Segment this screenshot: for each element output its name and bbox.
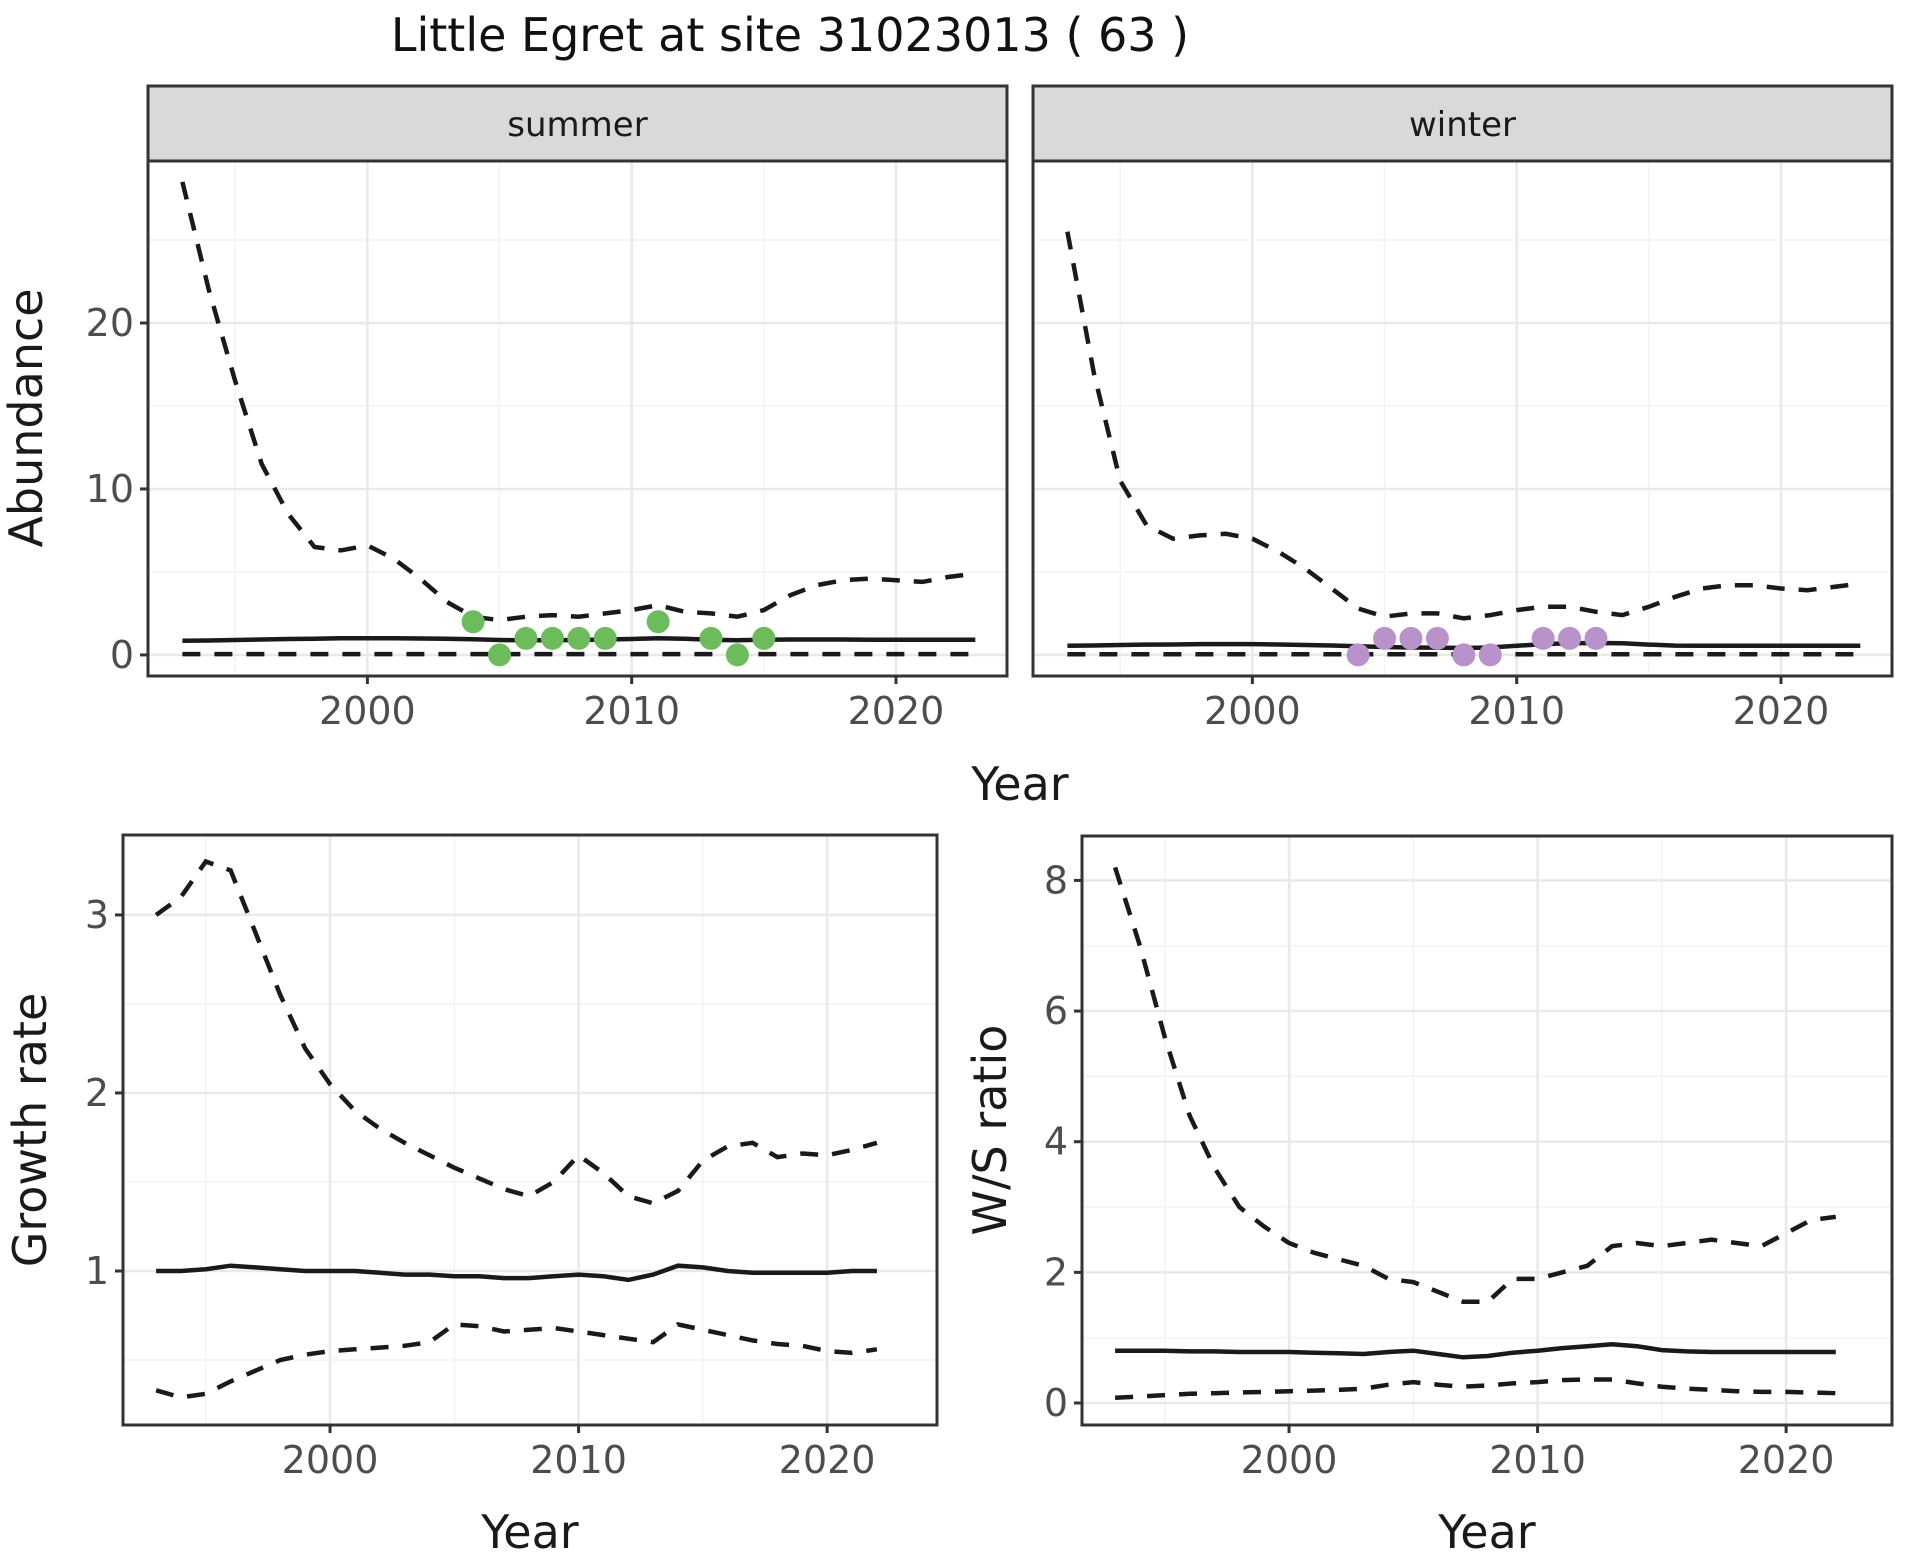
facet-strip-label: summer bbox=[507, 105, 647, 145]
panel-w-s-ratio: 2000 2010 2020 0 2 4 6 8 bbox=[1044, 834, 1894, 1482]
figure-title: Little Egret at site 31023013 ( 63 ) bbox=[390, 8, 1190, 62]
series-upper-ci bbox=[1112, 866, 1837, 1304]
data-point bbox=[1452, 643, 1476, 667]
y-tick-label: 1 bbox=[85, 1249, 109, 1293]
series-lower-ci bbox=[1114, 1377, 1836, 1401]
y-axis-title: W/S ratio bbox=[963, 1025, 1017, 1236]
x-axis-title: Year bbox=[1437, 1505, 1535, 1559]
data-point bbox=[488, 643, 512, 667]
panel-border bbox=[1031, 159, 1894, 678]
panel-summer: 2000 2010 2020 0 10 20 summer bbox=[86, 84, 1009, 733]
series-fitted bbox=[1115, 1341, 1836, 1360]
y-tick-label: 2 bbox=[1044, 1250, 1068, 1294]
facet-strip-winter bbox=[1031, 84, 1894, 163]
x-tick-label: 2010 bbox=[583, 689, 680, 733]
x-axis-title: Year bbox=[480, 1505, 578, 1559]
data-point bbox=[1558, 626, 1582, 650]
x-tick-label: 2010 bbox=[1468, 689, 1565, 733]
y-tick-label: 8 bbox=[1044, 858, 1068, 902]
x-tick-label: 2020 bbox=[1738, 1438, 1835, 1482]
panel-border bbox=[1080, 834, 1894, 1427]
y-axis-title: Abundance bbox=[0, 288, 53, 547]
data-point bbox=[1373, 626, 1397, 650]
data-point bbox=[567, 626, 591, 650]
data-point bbox=[1399, 626, 1423, 650]
data-point bbox=[514, 626, 538, 650]
data-point bbox=[752, 626, 776, 650]
panel-border bbox=[121, 833, 939, 1427]
series-upper-ci bbox=[1065, 231, 1861, 621]
panel-winter: 2000 2010 2020 winter bbox=[1031, 84, 1894, 733]
x-tick-label: 2000 bbox=[1204, 689, 1301, 733]
x-axis-title: Year bbox=[970, 757, 1068, 811]
data-point bbox=[593, 626, 617, 650]
x-tick-label: 2010 bbox=[1489, 1438, 1586, 1482]
data-point bbox=[1346, 643, 1370, 667]
data-point bbox=[1425, 626, 1449, 650]
y-tick-label: 6 bbox=[1044, 989, 1068, 1033]
data-point bbox=[540, 626, 564, 650]
x-tick-label: 2000 bbox=[1241, 1438, 1338, 1482]
series-upper-ci bbox=[180, 181, 976, 623]
panel-border bbox=[146, 159, 1009, 678]
series-lower-ci bbox=[155, 1321, 878, 1400]
data-point bbox=[699, 626, 723, 650]
y-axis-title: Growth rate bbox=[3, 993, 57, 1268]
facet-strip-summer bbox=[146, 84, 1009, 163]
panel-growth-rate: 2000 2010 2020 1 2 3 bbox=[85, 833, 939, 1482]
facet-strip-label: winter bbox=[1409, 105, 1516, 145]
x-tick-label: 2020 bbox=[1733, 689, 1830, 733]
y-tick-label: 4 bbox=[1044, 1120, 1068, 1164]
x-tick-label: 2020 bbox=[779, 1438, 876, 1482]
y-tick-label: 0 bbox=[1044, 1381, 1068, 1425]
series-upper-ci bbox=[154, 858, 878, 1206]
x-tick-label: 2000 bbox=[282, 1438, 379, 1482]
x-tick-label: 2020 bbox=[848, 689, 945, 733]
y-tick-label: 3 bbox=[85, 893, 109, 937]
data-point bbox=[1584, 626, 1608, 650]
data-point bbox=[725, 643, 749, 667]
data-point bbox=[461, 610, 485, 634]
y-tick-label: 20 bbox=[86, 301, 134, 345]
y-tick-label: 0 bbox=[110, 633, 134, 677]
data-point bbox=[1478, 643, 1502, 667]
x-tick-label: 2000 bbox=[319, 689, 416, 733]
data-point bbox=[1531, 626, 1555, 650]
data-point bbox=[646, 610, 670, 634]
x-tick-label: 2010 bbox=[530, 1438, 627, 1482]
y-tick-label: 2 bbox=[85, 1071, 109, 1115]
series-fitted bbox=[156, 1263, 877, 1283]
y-tick-label: 10 bbox=[86, 467, 134, 511]
